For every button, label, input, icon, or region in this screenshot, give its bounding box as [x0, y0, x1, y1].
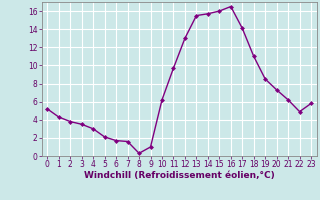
X-axis label: Windchill (Refroidissement éolien,°C): Windchill (Refroidissement éolien,°C) — [84, 171, 275, 180]
